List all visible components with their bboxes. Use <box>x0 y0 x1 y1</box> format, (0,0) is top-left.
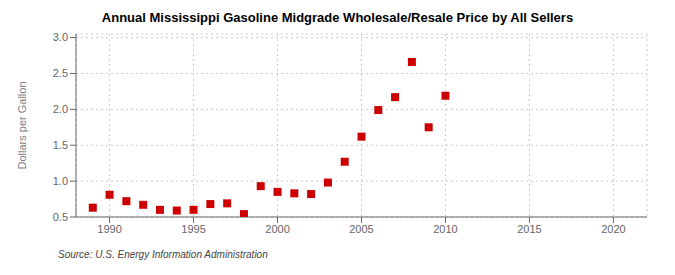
svg-text:1995: 1995 <box>181 223 205 235</box>
svg-text:Dollars per Gallon: Dollars per Gallon <box>16 81 28 169</box>
svg-text:0.5: 0.5 <box>53 211 68 223</box>
svg-text:2000: 2000 <box>265 223 289 235</box>
svg-text:3.0: 3.0 <box>53 31 68 43</box>
svg-text:2005: 2005 <box>349 223 373 235</box>
svg-text:2.5: 2.5 <box>53 67 68 79</box>
svg-text:2010: 2010 <box>433 223 457 235</box>
html-text:Source: U.S. Energy Informatio: Source: U.S. Energy Information Administ… <box>58 249 268 260</box>
svg-text:2020: 2020 <box>601 223 625 235</box>
html-text:Annual Mississippi Gasoline Mi: Annual Mississippi Gasoline Midgrade Who… <box>101 10 574 25</box>
svg-text:1990: 1990 <box>97 223 121 235</box>
svg-text:2.0: 2.0 <box>53 103 68 115</box>
svg-text:1.5: 1.5 <box>53 139 68 151</box>
svg-text:1.0: 1.0 <box>53 175 68 187</box>
svg-text:2015: 2015 <box>517 223 541 235</box>
